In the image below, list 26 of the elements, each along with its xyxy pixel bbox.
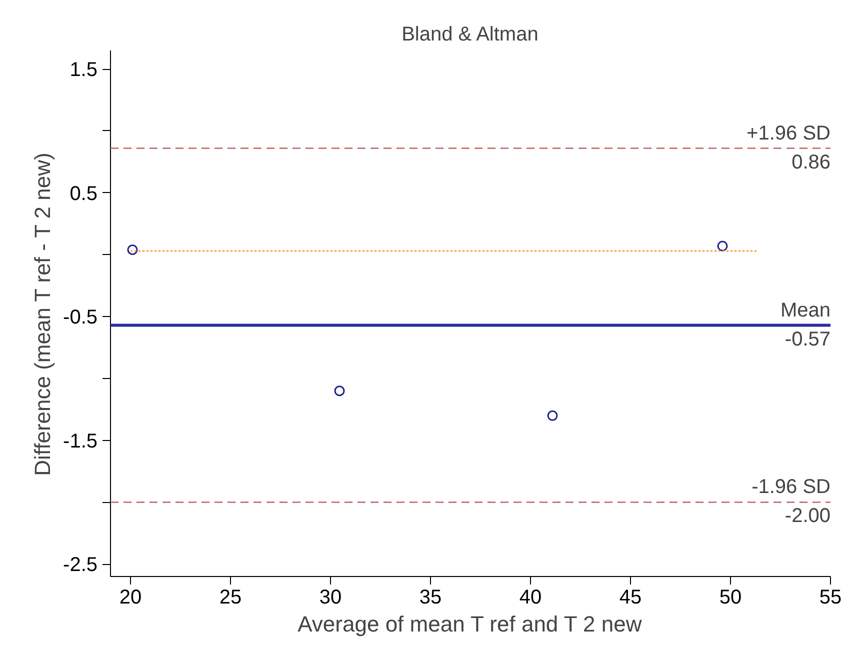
- x-tick-label: 50: [719, 586, 742, 608]
- y-tick-label: -1.5: [63, 430, 98, 452]
- annotation: -0.57: [784, 328, 831, 350]
- x-tick-label: 30: [319, 586, 342, 608]
- point: [717, 240, 728, 252]
- point: [547, 410, 558, 421]
- x-tick-label: 40: [519, 586, 542, 608]
- y-tick-label: -2.5: [63, 554, 98, 576]
- point: [334, 386, 345, 396]
- annotation: 0.86: [792, 151, 831, 174]
- ref-line-label: -1.96 SD: [752, 476, 831, 498]
- x-tick-label: 20: [119, 586, 142, 608]
- y-axis-title: Difference (mean T ref - T 2 new): [30, 152, 56, 476]
- x-tick-label: 25: [219, 586, 242, 608]
- x-axis-title: Average of mean T ref and T 2 new: [298, 612, 642, 636]
- x-tick-label: 55: [819, 586, 842, 608]
- y-tick-label: 0.5: [70, 182, 98, 205]
- chart-title: Bland & Altman: [402, 24, 538, 46]
- y-tick-label: 1.5: [70, 59, 98, 82]
- ref-line-label: +1.96 SD: [746, 122, 831, 144]
- annotation: -2.00: [784, 505, 831, 528]
- x-tick-label: 45: [619, 586, 642, 608]
- point: [127, 244, 138, 255]
- x-tick-label: 35: [419, 586, 442, 608]
- ref-line-label: Mean: [780, 299, 830, 322]
- y-tick-label: -0.5: [63, 306, 98, 329]
